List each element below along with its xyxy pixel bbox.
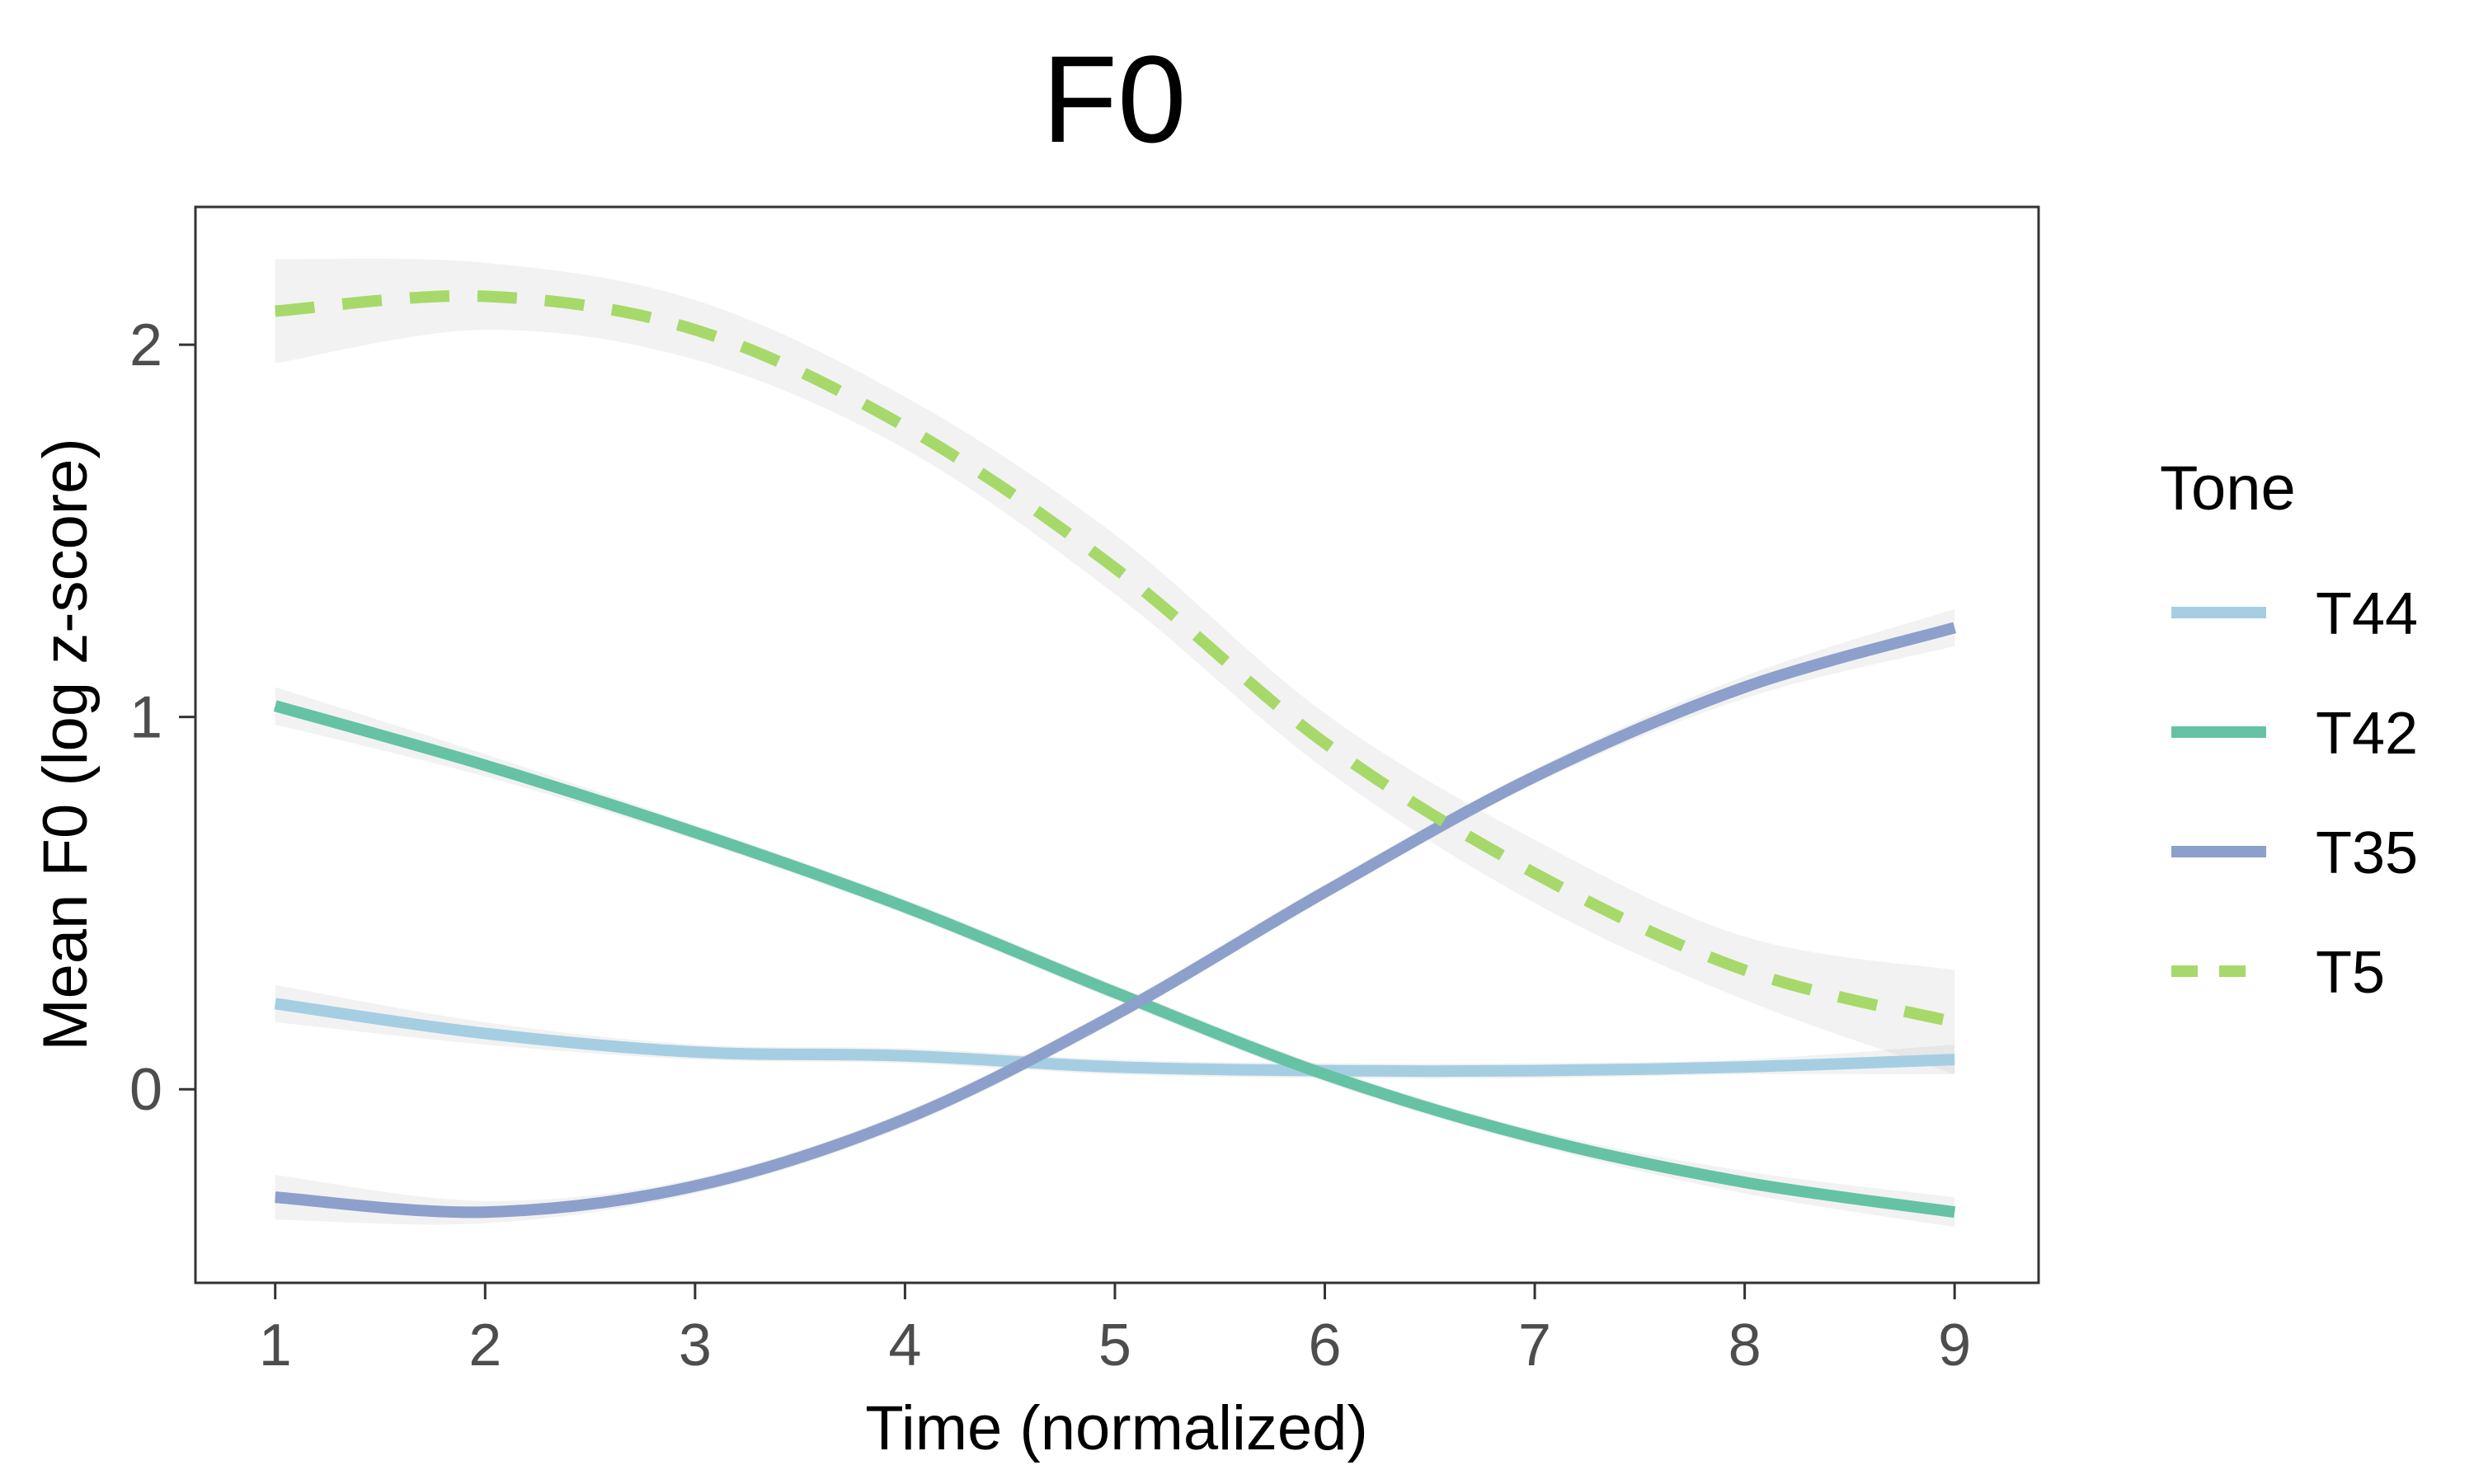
plot-panel-border xyxy=(194,205,2040,1284)
legend-label-t42: T42 xyxy=(2316,701,2418,767)
ci-band-t42 xyxy=(275,687,1955,1228)
x-tick-label: 4 xyxy=(888,1313,921,1378)
series-lines xyxy=(273,289,1957,1219)
legend-label-t5: T5 xyxy=(2316,940,2385,1006)
x-tick-label: 6 xyxy=(1308,1313,1341,1378)
y-tick-label: 1 xyxy=(129,685,162,751)
chart-title: F0 xyxy=(1042,30,1186,168)
x-tick-label: 9 xyxy=(1938,1313,1971,1378)
series-line-t44 xyxy=(274,998,1955,1078)
plot-area xyxy=(194,205,2040,1284)
y-tick-label: 2 xyxy=(129,312,162,378)
legend-label-t44: T44 xyxy=(2316,581,2418,647)
legend-title: Tone xyxy=(2160,453,2296,524)
legend-label-t35: T35 xyxy=(2316,820,2418,886)
legend: Tone T44 T42 T35 T5 xyxy=(2160,453,2418,1006)
x-axis-title: Time (normalized) xyxy=(865,1393,1368,1463)
x-tick-label: 5 xyxy=(1098,1313,1131,1378)
series-line-t35 xyxy=(275,622,1957,1219)
y-axis-title: Mean F0 (log z-score) xyxy=(31,438,101,1050)
x-tick-label: 8 xyxy=(1729,1313,1761,1378)
confidence-bands xyxy=(275,258,1955,1228)
x-tick-label: 1 xyxy=(259,1313,292,1378)
series-line-t5 xyxy=(275,289,1956,1028)
series-line-t42 xyxy=(273,700,1956,1219)
x-tick-label: 2 xyxy=(468,1313,501,1378)
y-tick-label: 0 xyxy=(129,1057,162,1123)
x-tick-label: 3 xyxy=(679,1313,712,1378)
y-axis: 0 1 2 xyxy=(129,312,195,1123)
x-axis: 1 2 3 4 5 6 7 8 9 xyxy=(259,1283,1971,1378)
x-tick-label: 7 xyxy=(1518,1313,1551,1378)
ci-band-t5 xyxy=(275,258,1955,1075)
